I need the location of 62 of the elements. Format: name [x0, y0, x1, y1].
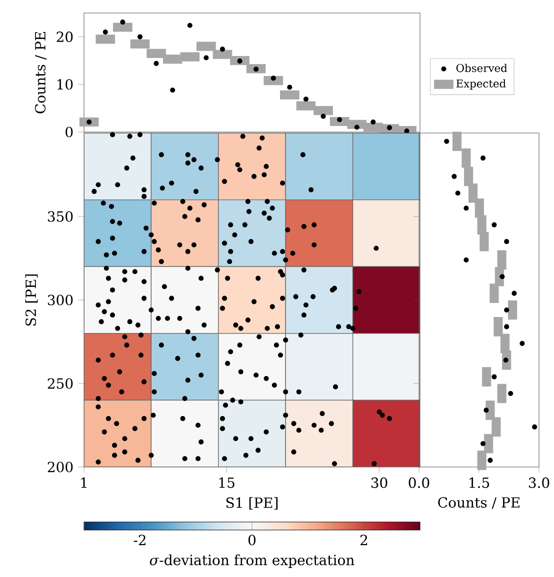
x-tick-label: 15 — [219, 477, 234, 488]
color-bar-title: σ-deviation from expectation — [150, 554, 354, 568]
point — [532, 424, 538, 430]
point — [504, 307, 510, 313]
y-tick-label: 300 — [48, 294, 73, 306]
point — [503, 358, 508, 363]
point — [444, 138, 450, 144]
point — [154, 60, 159, 66]
x-axis-title: Counts / PE — [438, 497, 520, 509]
point — [370, 119, 376, 125]
point — [170, 88, 176, 93]
legend-label: Observed — [456, 64, 508, 72]
point — [520, 340, 525, 346]
point — [488, 458, 493, 463]
y-axis-title: Counts / PE — [34, 32, 47, 114]
y-tick-label: 10 — [58, 79, 73, 90]
color-bar-label: -2 — [134, 534, 146, 546]
x-tick-label: 0.0 — [408, 477, 430, 488]
y-tick-label: 20 — [56, 32, 73, 42]
color-bar-label: 2 — [360, 534, 368, 546]
point — [480, 156, 486, 161]
point — [492, 222, 497, 228]
point — [320, 114, 326, 119]
point — [254, 66, 259, 72]
point — [137, 34, 143, 40]
point — [508, 390, 514, 396]
color-bar-label: 0 — [248, 534, 256, 546]
point — [270, 76, 276, 81]
point — [102, 29, 108, 35]
point — [187, 22, 192, 28]
x-axis-title: S1 [PE] — [226, 497, 278, 510]
point — [287, 84, 292, 90]
point — [86, 119, 92, 125]
x-tick-label: 1 — [81, 477, 86, 488]
point — [500, 274, 505, 280]
point — [452, 174, 457, 179]
point — [455, 190, 460, 196]
y-tick-label: 250 — [48, 378, 73, 389]
y-tick-label: 0 — [66, 126, 73, 138]
point — [480, 441, 486, 446]
point — [303, 96, 308, 102]
point — [484, 408, 489, 413]
x-tick-label: 30 — [371, 477, 388, 488]
x-tick-label: 1.5 — [470, 477, 490, 488]
y-tick-label: 200 — [48, 462, 73, 472]
point — [237, 58, 242, 64]
point — [204, 55, 209, 60]
point — [464, 257, 469, 262]
point — [464, 206, 469, 211]
y-axis-title: S2 [PE] — [25, 274, 38, 326]
point — [120, 20, 126, 25]
legend-label: Expected — [456, 79, 506, 90]
point — [220, 46, 226, 52]
point — [354, 124, 360, 130]
y-tick-label: 350 — [48, 211, 73, 222]
point — [504, 239, 510, 244]
x-tick-label: 3.0 — [528, 477, 550, 488]
point — [337, 117, 342, 122]
point — [492, 374, 497, 380]
point — [504, 324, 510, 330]
point — [512, 290, 517, 296]
point — [386, 125, 392, 130]
